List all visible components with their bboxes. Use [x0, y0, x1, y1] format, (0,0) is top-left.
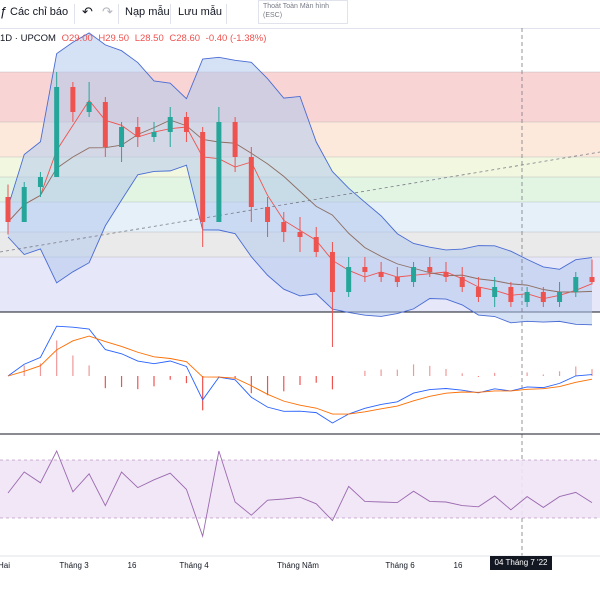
- candle-body: [329, 252, 335, 292]
- candle-body: [216, 122, 222, 222]
- crosshair-date-label: 04 Tháng 7 '22: [490, 556, 552, 570]
- candle-body: [508, 287, 514, 302]
- candle-body: [378, 272, 384, 277]
- candle-body: [540, 292, 546, 302]
- candle-body: [5, 197, 11, 222]
- candle-body: [297, 232, 303, 237]
- x-axis-tick-label: Tháng Năm: [277, 561, 319, 570]
- candle-body: [313, 237, 319, 252]
- candle-body: [492, 287, 498, 297]
- symbol-label[interactable]: 1D · UPCOM: [0, 33, 56, 44]
- toolbar-divider: [226, 4, 227, 24]
- macd-signal-line: [7, 335, 593, 415]
- exit-fullscreen-tooltip: Thoát Toàn Màn hình (ESC): [258, 0, 348, 24]
- candle-body: [119, 127, 125, 147]
- x-axis-tick-label: 16: [128, 561, 137, 570]
- tooltip-text: Thoát Toàn Màn hình: [263, 3, 330, 10]
- candle-body: [475, 287, 481, 297]
- rsi-line: [7, 449, 593, 538]
- x-axis-tick-label: Tháng 6: [385, 561, 415, 570]
- candle-body: [102, 102, 108, 147]
- rsi-band: [0, 460, 600, 518]
- toolbar-divider: [118, 4, 119, 24]
- candle-body: [443, 272, 449, 277]
- candle-body: [459, 277, 465, 287]
- candle-body: [37, 177, 43, 187]
- candle-body: [183, 117, 189, 132]
- candle-body: [151, 132, 157, 137]
- undo-icon[interactable]: ↶: [82, 4, 93, 19]
- candle-body: [411, 267, 417, 282]
- candle-body: [200, 132, 206, 222]
- save-template-button[interactable]: Lưu mẫu: [178, 6, 223, 18]
- candle-body: [557, 292, 563, 302]
- load-template-button[interactable]: Nạp mẫu: [125, 6, 170, 18]
- ohlc-legend: 1D · UPCOM O29.00 H29.50 L28.50 C28.60 -…: [0, 33, 269, 44]
- candle-body: [86, 102, 92, 112]
- candle-body: [394, 277, 400, 282]
- candle-body: [265, 207, 271, 222]
- indicators-button[interactable]: Các chỉ báo: [10, 6, 69, 18]
- macd-line: [7, 325, 593, 424]
- candle-body: [589, 277, 595, 282]
- bollinger-lower-line: [7, 164, 593, 326]
- candle-body: [524, 292, 530, 302]
- x-axis-tick-label: 16: [454, 561, 463, 570]
- top-toolbar: ƒ Các chỉ báo ↶ ↷ Nạp mẫu Lưu mẫu Thoát …: [0, 0, 600, 29]
- bollinger-upper-line: [7, 32, 593, 270]
- candle-body: [21, 187, 27, 222]
- trend-line: [0, 151, 600, 253]
- candle-body: [427, 267, 433, 272]
- candle-body: [573, 277, 579, 292]
- x-axis-tick-label: Tháng 3: [59, 561, 89, 570]
- x-axis-tick-label: Tháng 4: [179, 561, 209, 570]
- low-value: L28.50: [134, 33, 164, 44]
- tooltip-key: (ESC): [263, 12, 283, 19]
- candle-body: [70, 87, 76, 112]
- candle-body: [167, 117, 173, 132]
- bollinger-band-fill: [8, 32, 592, 325]
- candle-body: [232, 122, 238, 157]
- indicators-icon[interactable]: ƒ: [0, 4, 8, 19]
- open-value: O29.00: [61, 33, 93, 44]
- toolbar-divider: [74, 4, 75, 24]
- close-value: C28.60: [169, 33, 201, 44]
- toolbar-divider: [170, 4, 171, 24]
- candle-body: [346, 267, 352, 292]
- change-value: -0.40 (-1.38%): [205, 33, 267, 44]
- candle-body: [54, 87, 60, 177]
- high-value: H29.50: [98, 33, 130, 44]
- candle-body: [362, 267, 368, 272]
- candle-body: [248, 157, 254, 207]
- redo-icon[interactable]: ↷: [102, 4, 113, 19]
- candle-body: [281, 222, 287, 232]
- candle-body: [135, 127, 141, 137]
- x-axis-tick-label: Hai: [0, 561, 10, 570]
